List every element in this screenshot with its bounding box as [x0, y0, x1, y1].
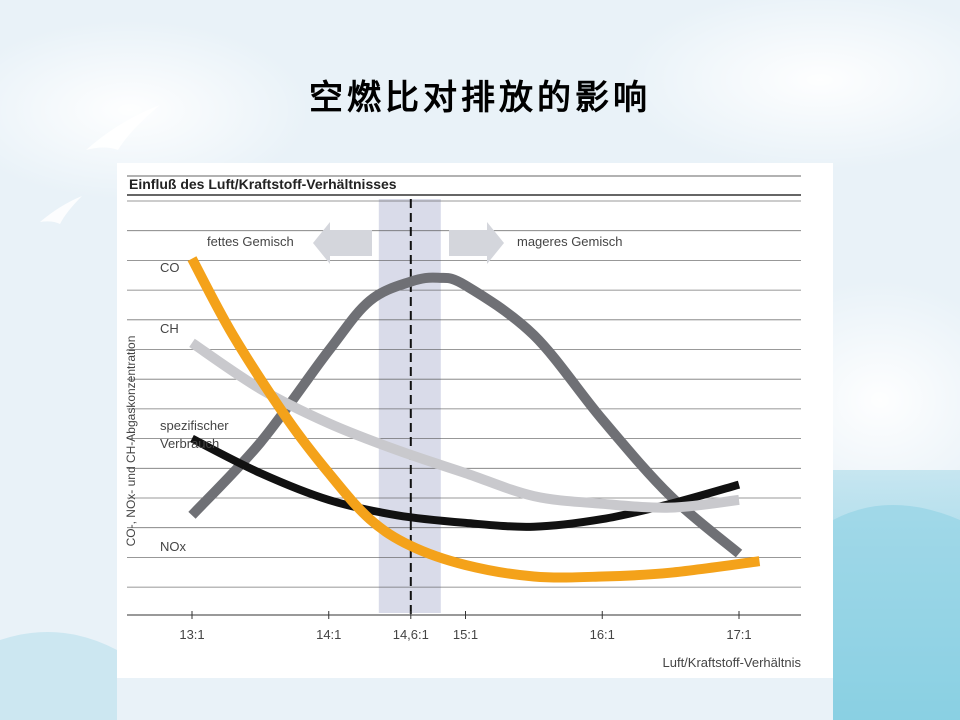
arrow-right-icon: [449, 222, 504, 264]
curve-label-nox: NOx: [160, 539, 186, 554]
x-tick-label: 17:1: [726, 627, 752, 642]
bird-icon: [86, 105, 160, 150]
x-axis-label: Luft/Kraftstoff-Verhältnis: [662, 655, 802, 670]
chart-header: Einfluß des Luft/Kraftstoff-Verhältnisse…: [129, 176, 397, 192]
x-tick-label: 13:1: [179, 627, 205, 642]
x-tick-label: 16:1: [589, 627, 615, 642]
series-co-line: [187, 256, 761, 583]
x-tick-label: 15:1: [452, 627, 479, 642]
curve-label-verbrauch-1: spezifischer: [160, 418, 229, 433]
curve-label-verbrauch-2: Verbrauch: [160, 436, 220, 451]
arrow-right-label: mageres Gemisch: [517, 234, 623, 249]
chart-figure: Einfluß des Luft/Kraftstoff-Verhältnisse…: [117, 163, 833, 678]
curve-label-ch: CH: [160, 321, 179, 336]
bird-icon: [40, 196, 82, 224]
arrow-left-label: fettes Gemisch: [207, 234, 294, 249]
x-tick-label: 14:1: [316, 627, 342, 642]
x-tick-label: 14,6:1: [392, 627, 429, 642]
arrow-left-icon: [313, 222, 372, 264]
curve-label-co: CO: [160, 260, 180, 275]
series-nox-line: [188, 272, 743, 558]
chart-canvas: [127, 175, 801, 619]
slide-title: 空燃比对排放的影响: [309, 78, 651, 118]
y-axis-label: CO-, NOx- und CH-Abgaskonzentration: [124, 335, 138, 547]
